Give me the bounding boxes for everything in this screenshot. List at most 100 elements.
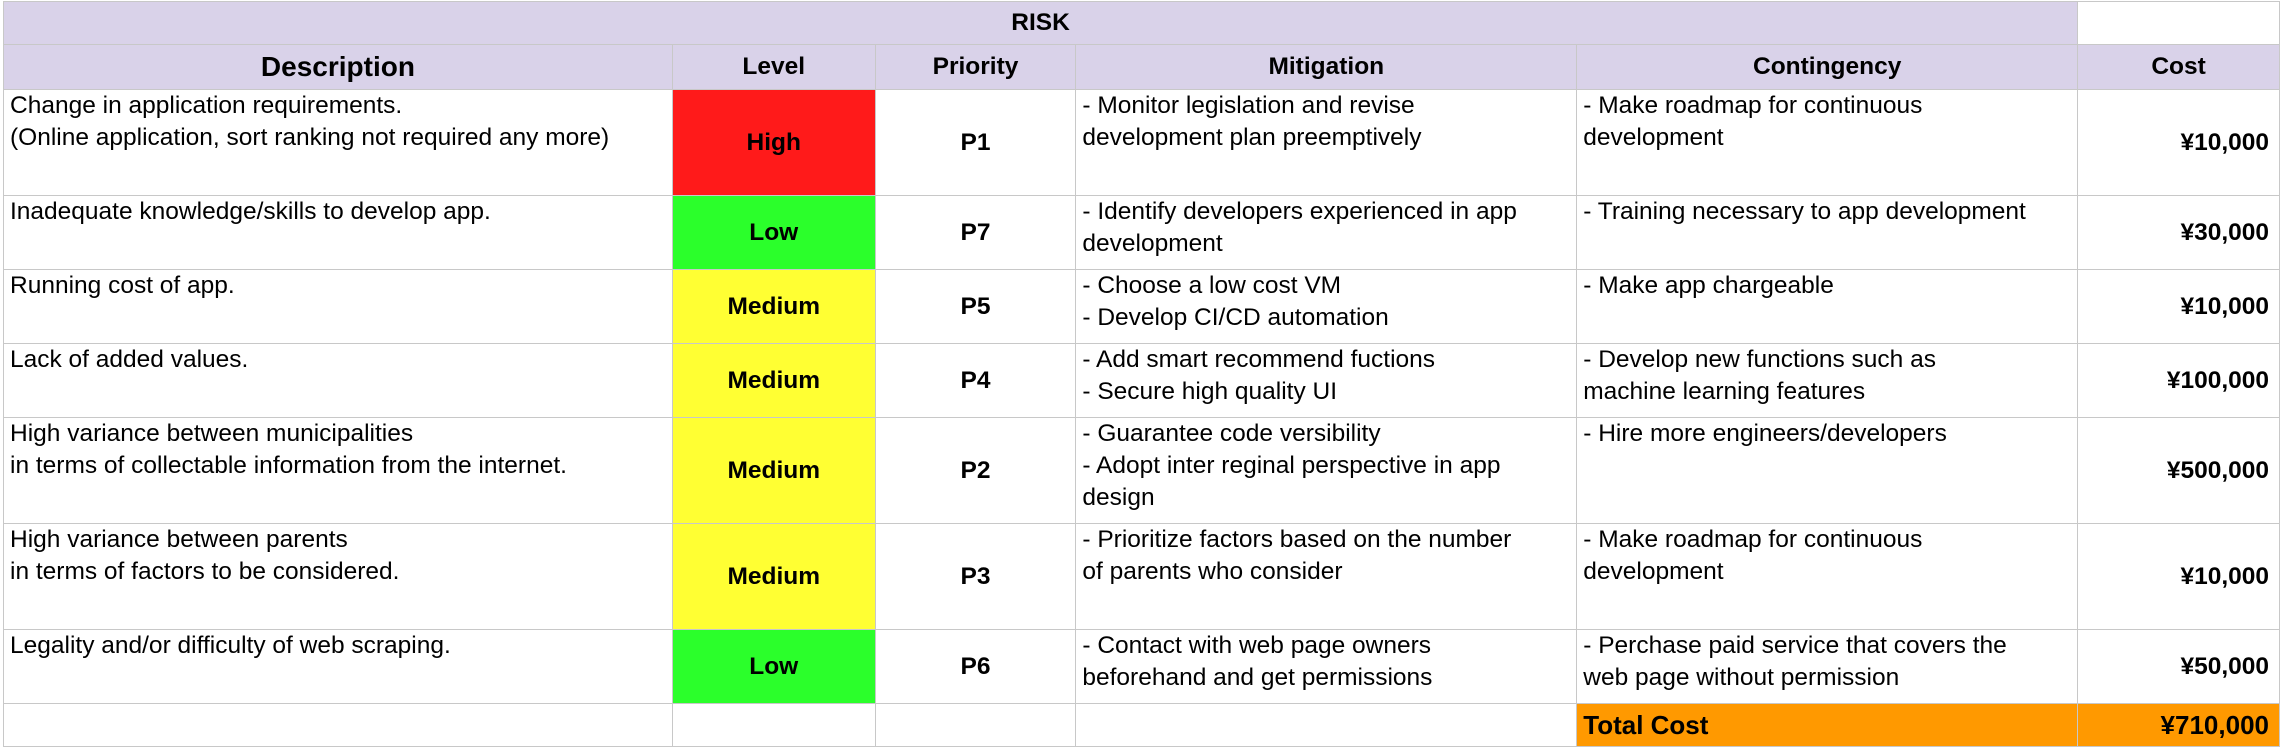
cost-cell[interactable]: ¥50,000 bbox=[2077, 629, 2280, 704]
mitigation-cell-line: - Develop CI/CD automation bbox=[1082, 304, 1389, 331]
mitigation-cell[interactable]: - Identify developers experienced in app… bbox=[1075, 195, 1578, 270]
header-cost[interactable]: Cost bbox=[2077, 44, 2280, 90]
mitigation-cell[interactable]: - Contact with web page owners beforehand… bbox=[1075, 629, 1578, 704]
mitigation-cell-line: - Add smart recommend fuctions bbox=[1082, 346, 1436, 373]
table-row: High variance between municipalities in t… bbox=[3, 417, 2280, 524]
cost-cell[interactable]: ¥10,000 bbox=[2077, 523, 2280, 630]
contingency-cell[interactable]: - Hire more engineers/developers bbox=[1576, 417, 2079, 524]
empty-cell[interactable] bbox=[2077, 1, 2280, 45]
description-cell[interactable]: Running cost of app. bbox=[3, 269, 673, 344]
empty-cell[interactable] bbox=[3, 703, 673, 747]
description-cell-line: Lack of added values. bbox=[10, 346, 249, 373]
header-priority[interactable]: Priority bbox=[874, 44, 1077, 90]
description-cell[interactable]: High variance between municipalities in t… bbox=[3, 417, 673, 524]
priority-cell[interactable]: P2 bbox=[874, 417, 1077, 524]
description-cell[interactable]: Legality and/or difficulty of web scrapi… bbox=[3, 629, 673, 704]
priority-cell[interactable]: P1 bbox=[874, 89, 1077, 196]
description-cell[interactable]: Lack of added values. bbox=[3, 343, 673, 418]
table-row: High variance between parents in terms of… bbox=[3, 523, 2280, 630]
empty-cell[interactable] bbox=[1075, 703, 1578, 747]
description-cell-line: Running cost of app. bbox=[10, 272, 235, 299]
mitigation-cell-line: - Monitor legislation and revise bbox=[1082, 92, 1415, 119]
priority-cell[interactable]: P6 bbox=[874, 629, 1077, 704]
description-cell-line: in terms of collectable information from… bbox=[10, 452, 567, 479]
cost-cell[interactable]: ¥10,000 bbox=[2077, 89, 2280, 196]
mitigation-cell-line: - Guarantee code versibility bbox=[1082, 420, 1381, 447]
table-row: Change in application requirements. (Onli… bbox=[3, 89, 2280, 196]
contingency-cell-line: - Make roadmap for continuous bbox=[1583, 526, 1923, 553]
contingency-cell-line: web page without permission bbox=[1583, 664, 1900, 691]
title-row: RISK bbox=[2, 1, 2280, 45]
mitigation-cell-line: - Prioritize factors based on the number bbox=[1082, 526, 1512, 553]
contingency-cell[interactable]: - Develop new functions such as machine l… bbox=[1576, 343, 2079, 418]
contingency-cell[interactable]: - Make app chargeable bbox=[1576, 269, 2079, 344]
contingency-cell-line: machine learning features bbox=[1583, 378, 1866, 405]
total-cost-value[interactable]: ¥710,000 bbox=[2077, 703, 2280, 747]
contingency-cell[interactable]: - Perchase paid service that covers the w… bbox=[1576, 629, 2079, 704]
mitigation-cell-line: - Choose a low cost VM bbox=[1082, 272, 1342, 299]
level-cell[interactable]: Low bbox=[671, 195, 876, 270]
description-cell-line: Change in application requirements. bbox=[10, 92, 403, 119]
mitigation-cell-line: - Identify developers experienced in app bbox=[1082, 198, 1517, 225]
mitigation-cell-line: - Secure high quality UI bbox=[1082, 378, 1338, 405]
mitigation-cell-line: development plan preemptively bbox=[1082, 124, 1422, 151]
description-cell-line: in terms of factors to be considered. bbox=[10, 558, 400, 585]
contingency-cell-line: - Make roadmap for continuous bbox=[1583, 92, 1923, 119]
header-contingency[interactable]: Contingency bbox=[1576, 44, 2079, 90]
level-cell[interactable]: Low bbox=[671, 629, 876, 704]
header-mitigation[interactable]: Mitigation bbox=[1075, 44, 1578, 90]
description-cell[interactable]: Inadequate knowledge/skills to develop a… bbox=[3, 195, 673, 270]
mitigation-cell[interactable]: - Prioritize factors based on the number… bbox=[1075, 523, 1578, 630]
total-cost-label[interactable]: Total Cost bbox=[1576, 703, 2079, 747]
cost-cell[interactable]: ¥500,000 bbox=[2077, 417, 2280, 524]
description-cell[interactable]: High variance between parents in terms of… bbox=[3, 523, 673, 630]
priority-cell[interactable]: P7 bbox=[874, 195, 1077, 270]
header-level[interactable]: Level bbox=[671, 44, 876, 90]
mitigation-cell[interactable]: - Add smart recommend fuctions - Secure h… bbox=[1075, 343, 1578, 418]
cost-cell[interactable]: ¥30,000 bbox=[2077, 195, 2280, 270]
header-row: Description Level Priority Mitigation Co… bbox=[3, 44, 2280, 90]
table-row: Lack of added values. Medium P4- Add smart… bbox=[3, 343, 2280, 418]
description-cell-line: High variance between municipalities bbox=[10, 420, 414, 447]
cost-cell[interactable]: ¥100,000 bbox=[2077, 343, 2280, 418]
empty-cell[interactable] bbox=[874, 703, 1077, 747]
description-cell[interactable]: Change in application requirements. (Onli… bbox=[3, 89, 673, 196]
contingency-cell[interactable]: - Make roadmap for continuous development bbox=[1576, 89, 2079, 196]
contingency-cell-line: - Perchase paid service that covers the bbox=[1583, 632, 2007, 659]
header-description[interactable]: Description bbox=[3, 44, 673, 90]
table-row: Running cost of app. Medium P5- Choose a l… bbox=[3, 269, 2280, 344]
description-cell-line: (Online application, sort ranking not re… bbox=[10, 124, 610, 151]
mitigation-cell-line: of parents who consider bbox=[1082, 558, 1343, 585]
mitigation-cell[interactable]: - Monitor legislation and revise developm… bbox=[1075, 89, 1578, 196]
contingency-cell-line: development bbox=[1583, 558, 1724, 585]
priority-cell[interactable]: P4 bbox=[874, 343, 1077, 418]
contingency-cell-line: - Training necessary to app development bbox=[1583, 198, 2026, 225]
level-cell[interactable]: Medium bbox=[671, 269, 876, 344]
level-cell[interactable]: Medium bbox=[671, 417, 876, 524]
level-cell[interactable]: Medium bbox=[671, 523, 876, 630]
contingency-cell-line: development bbox=[1583, 124, 1724, 151]
level-cell[interactable]: Medium bbox=[671, 343, 876, 418]
description-cell-line: Legality and/or difficulty of web scrapi… bbox=[10, 632, 451, 659]
contingency-cell[interactable]: - Make roadmap for continuous development bbox=[1576, 523, 2079, 630]
mitigation-cell-line: design bbox=[1082, 484, 1155, 511]
level-cell[interactable]: High bbox=[671, 89, 876, 196]
empty-cell[interactable] bbox=[671, 703, 876, 747]
cost-cell[interactable]: ¥10,000 bbox=[2077, 269, 2280, 344]
description-cell-line: Inadequate knowledge/skills to develop a… bbox=[10, 198, 491, 225]
priority-cell[interactable]: P3 bbox=[874, 523, 1077, 630]
contingency-cell[interactable]: - Training necessary to app development bbox=[1576, 195, 2079, 270]
mitigation-cell[interactable]: - Choose a low cost VM - Develop CI/CD au… bbox=[1075, 269, 1578, 344]
mitigation-cell-line: beforehand and get permissions bbox=[1082, 664, 1433, 691]
table-row: Inadequate knowledge/skills to develop a… bbox=[3, 195, 2280, 270]
mitigation-cell[interactable]: - Guarantee code versibility - Adopt inte… bbox=[1075, 417, 1578, 524]
contingency-cell-line: - Hire more engineers/developers bbox=[1583, 420, 1947, 447]
sheet-title[interactable]: RISK bbox=[2, 1, 2079, 45]
description-cell-line: High variance between parents bbox=[10, 526, 348, 553]
priority-cell[interactable]: P5 bbox=[874, 269, 1077, 344]
mitigation-cell-line: - Contact with web page owners bbox=[1082, 632, 1431, 659]
mitigation-cell-line: - Adopt inter reginal perspective in app bbox=[1082, 452, 1501, 479]
total-row: Total Cost ¥710,000 bbox=[3, 703, 2280, 747]
contingency-cell-line: - Make app chargeable bbox=[1583, 272, 1834, 299]
